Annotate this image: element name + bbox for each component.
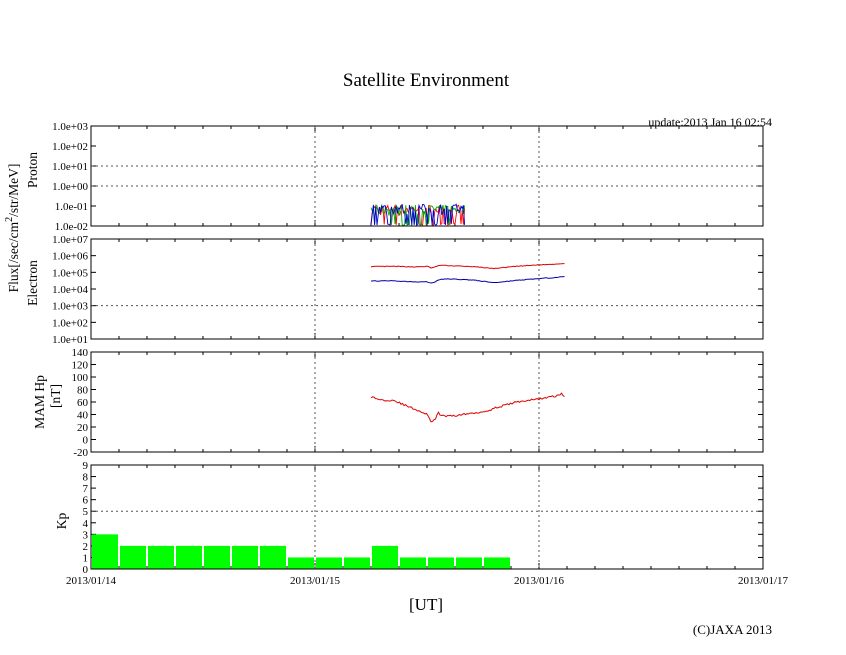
proton-y-tick-label: 1.0e+01 [52,161,88,173]
hp-y-tick-label: 80 [77,385,89,397]
hp-axis-unit: [nT] [48,384,63,408]
proton-frame [90,125,764,227]
x-tick-label: 2013/01/17 [738,575,789,587]
kp-y-tick-label: 4 [83,518,89,530]
x-tick-label: 2013/01/15 [290,575,341,587]
kp-bar [260,545,286,569]
proton-y-tick-label: 1.0e+00 [52,181,88,193]
panels: 1.0e-021.0e-011.0e+001.0e+011.0e+021.0e+… [25,121,789,587]
kp-bar [204,545,230,569]
hp-frame [90,351,764,453]
electron-y-tick-label: 1.0e+03 [52,301,88,313]
x-axis-label: [UT] [409,595,443,614]
kp-bar [176,545,202,569]
electron-y-tick-label: 1.0e+06 [52,251,88,263]
hp-y-tick-label: 40 [77,410,89,422]
hp-series-0 [370,392,565,423]
kp-y-tick-label: 6 [83,495,89,507]
electron-series-1 [371,276,565,284]
hp-axis-label: MAM Hp [32,375,47,429]
proton-y-tick-label: 1.0e-02 [55,221,88,233]
proton-axis-label: Proton [25,152,40,188]
kp-bar [288,557,314,569]
hp-y-tick-label: 20 [77,422,89,434]
proton-series-1 [370,203,466,226]
kp-y-tick-label: 1 [83,552,89,564]
hp-y-tick-label: 60 [77,397,89,409]
kp-bar [148,545,174,569]
kp-bar [400,557,426,569]
electron-y-tick-label: 1.0e+04 [52,284,88,296]
proton-y-tick-label: 1.0e+03 [52,121,88,133]
electron-y-tick-label: 1.0e+07 [52,234,88,246]
kp-bar [456,557,482,569]
update-timestamp: update:2013 Jan 16 02:54 [648,115,772,129]
kp-bar [372,545,398,569]
kp-y-tick-label: 9 [83,460,89,472]
electron-y-tick-label: 1.0e+02 [52,317,88,329]
kp-y-tick-label: 7 [83,483,89,495]
kp-bar [428,557,454,569]
proton-series-2 [370,203,466,226]
kp-y-tick-label: 2 [83,541,89,553]
kp-frame [90,464,764,570]
panel-electron: 1.0e+01 1.0e+02 1.0e+03 1.0e+04 1.0e+05 1.0e+… [25,234,764,346]
kp-bar [316,557,342,569]
kp-bar [92,534,118,569]
kp-y-tick-label: 8 [83,472,89,484]
proton-y-tick-label: 1.0e+02 [52,141,88,153]
kp-bar [120,545,146,569]
electron-series-0 [370,263,565,270]
kp-y-tick-label: 3 [83,529,89,541]
electron-axis-label: Electron [25,260,40,306]
flux-axis-label: Flux[/sec/cm2/str/MeV] [4,164,21,293]
kp-y-tick-label: 5 [83,506,89,518]
hp-y-tick-label: 0 [83,435,89,447]
hp-y-tick-label: -20 [73,447,88,459]
hp-y-tick-label: 140 [72,347,89,359]
electron-y-tick-label: 1.0e+05 [52,267,88,279]
x-tick-label: 2013/01/14 [66,575,117,587]
kp-bar [344,557,370,569]
hp-y-tick-label: 120 [72,360,89,372]
copyright-text: (C)JAXA 2013 [693,622,772,637]
kp-y-tick-label: 0 [83,564,89,576]
chart-title: Satellite Environment [343,70,510,91]
kp-axis-label: Kp [54,513,69,530]
x-tick-label: 2013/01/16 [514,575,565,587]
kp-bar [484,557,510,569]
electron-frame [90,238,764,340]
kp-bar [232,545,258,569]
proton-y-tick-label: 1.0e-01 [55,201,88,213]
electron-y-tick-label: 1.0e+01 [52,334,88,346]
panel-proton: 1.0e-02 1.0e-01 1.0e+00 1.0e+01 1.0e+02 1.0e+… [25,121,764,233]
hp-y-tick-label: 100 [72,372,89,384]
